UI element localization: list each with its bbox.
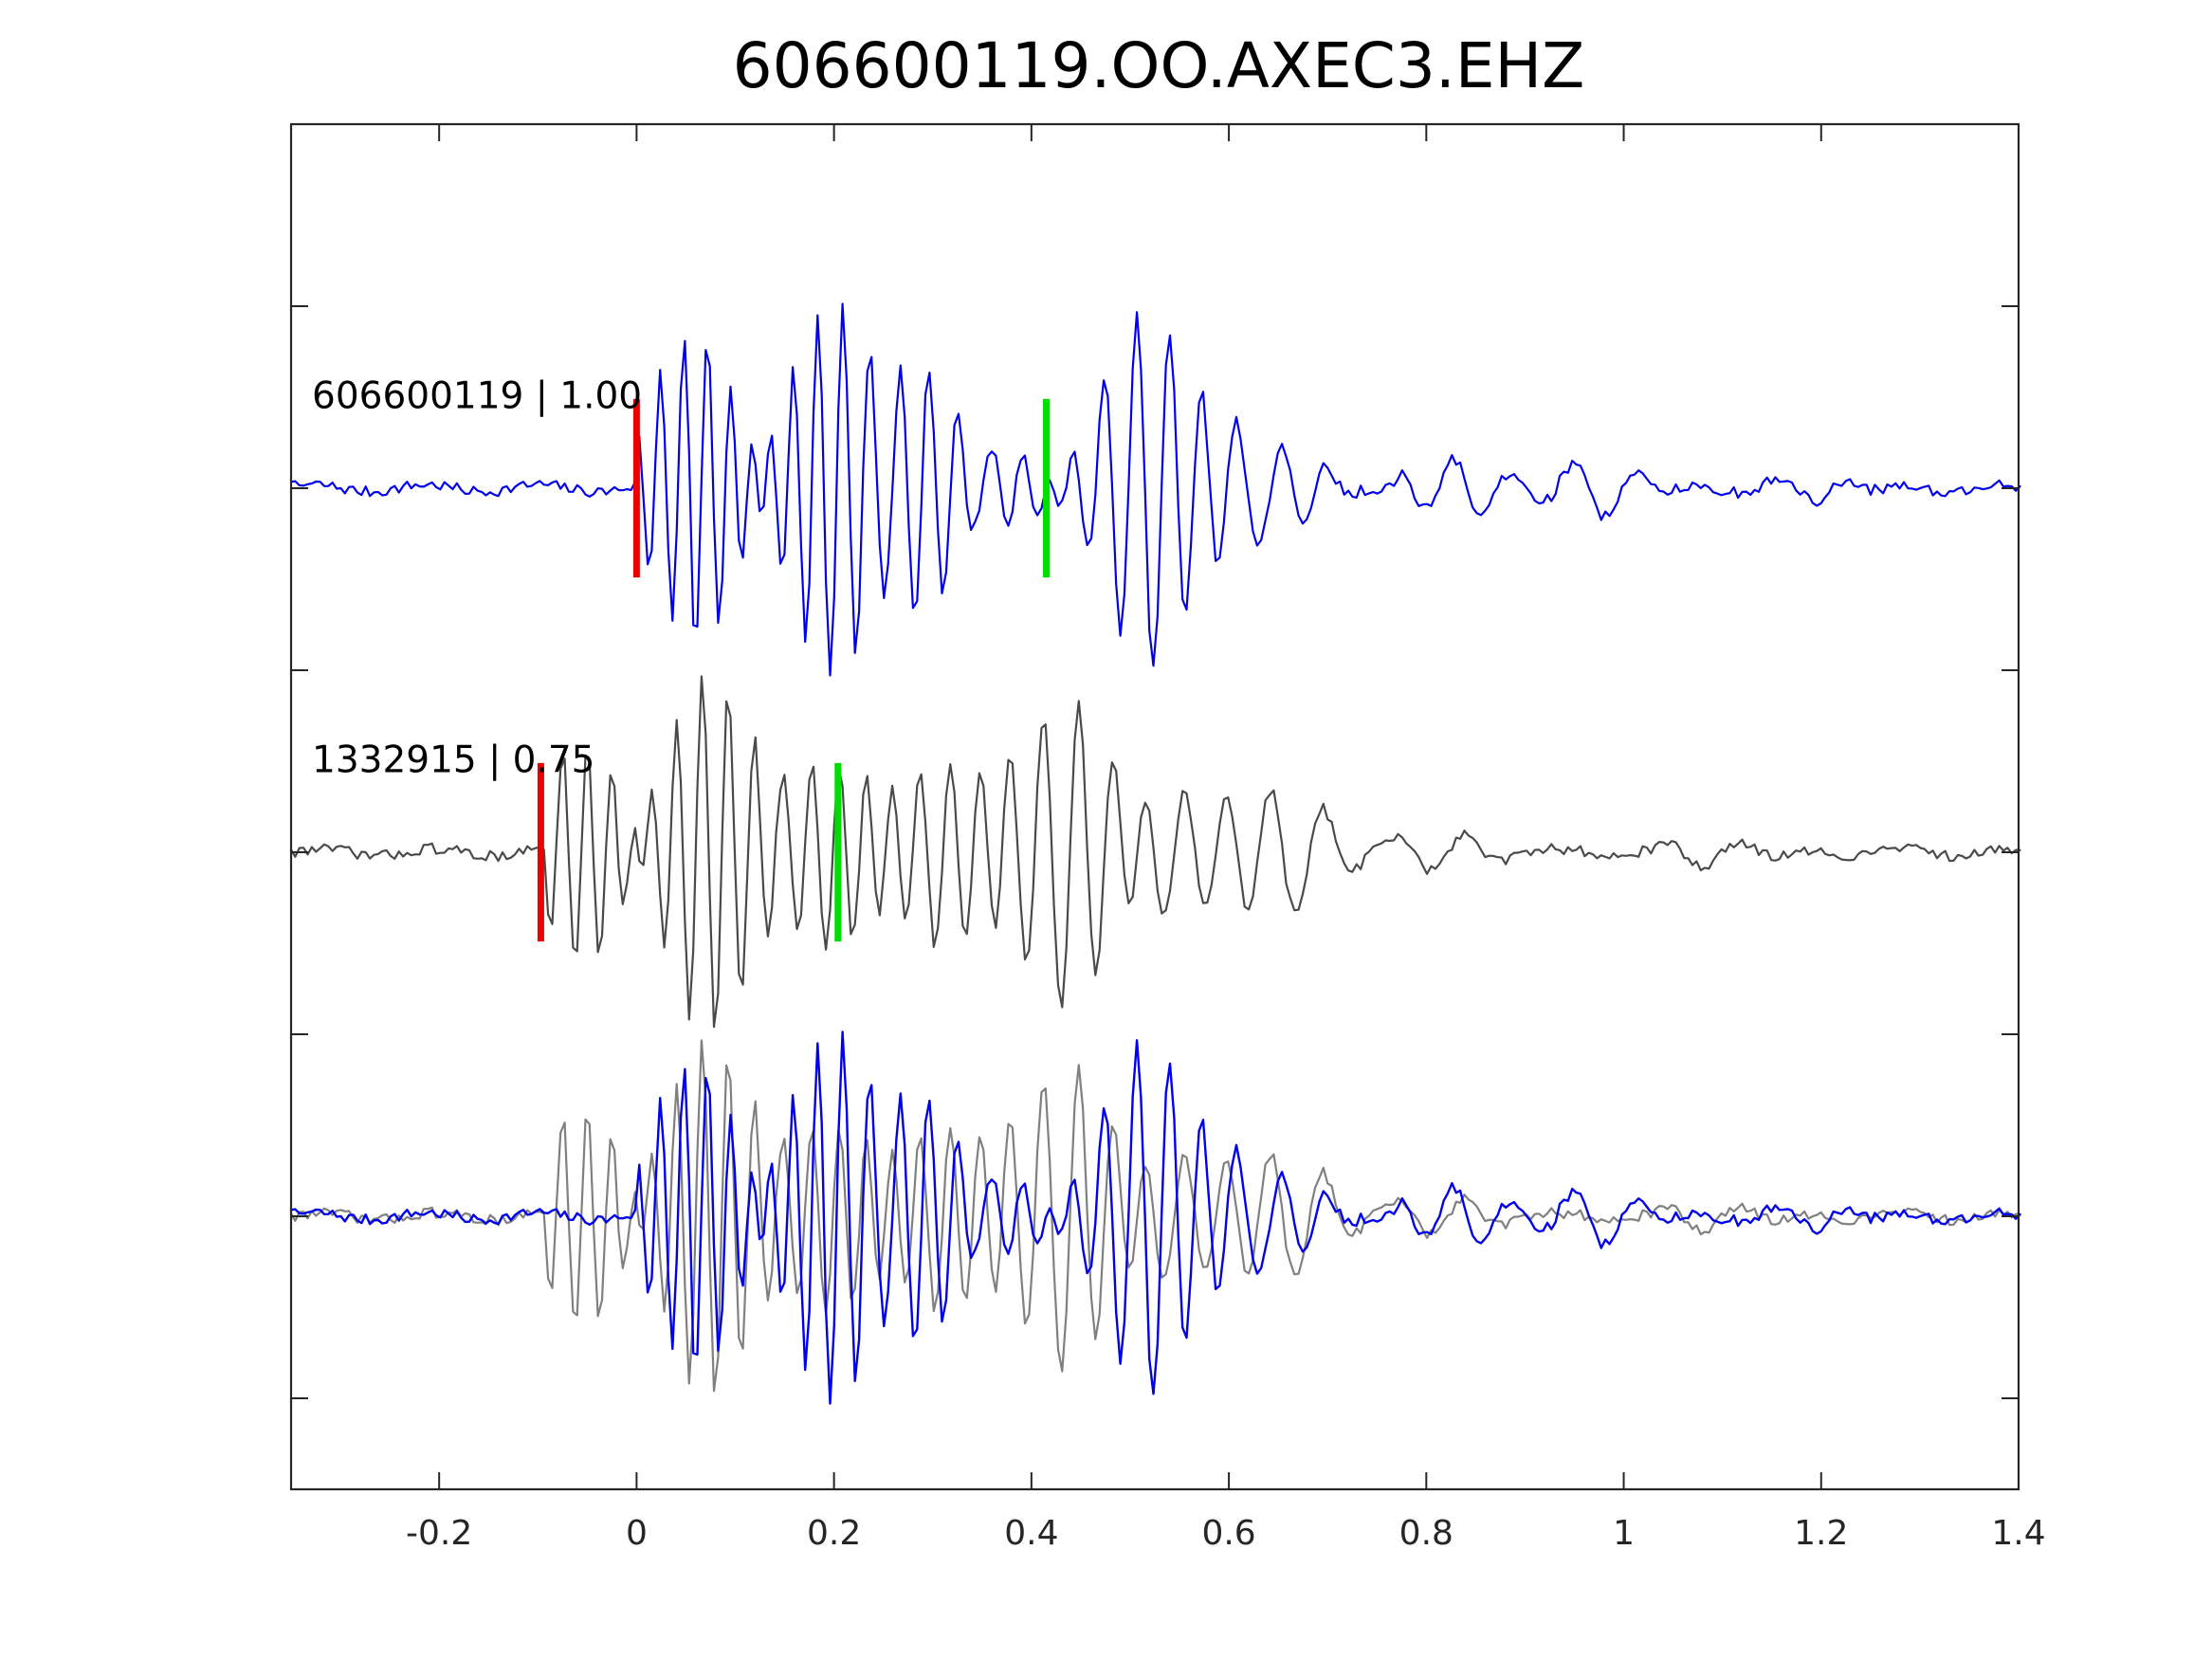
x-tick-label: -0.2	[406, 1514, 472, 1553]
x-axis-tick-labels: -0.2 0 0.2 0.4 0.6 0.8 1 1.2 1.4	[406, 1514, 2046, 1553]
x-tick-label: 0.2	[807, 1514, 861, 1553]
template-trace-label: 606600119 | 1.00	[312, 375, 642, 418]
x-tick-label: 1	[1613, 1514, 1635, 1553]
pick-markers-layer	[537, 398, 1050, 942]
x-tick-label: 0	[626, 1514, 648, 1553]
x-tick-label: 0.4	[1004, 1514, 1058, 1553]
axes-frame	[289, 122, 2020, 1491]
x-tick-label: 0.8	[1399, 1514, 1453, 1553]
overlay-template-waveform	[289, 1030, 2021, 1405]
template-waveform	[289, 302, 2021, 677]
y-axis-ticks	[291, 305, 2019, 1399]
x-axis-ticks	[438, 124, 2020, 1489]
chart-title: 606600119.OO.AXEC3.EHZ	[733, 29, 1585, 102]
detection-trace-label: 1332915 | 0.75	[312, 739, 594, 782]
x-tick-label: 0.6	[1201, 1514, 1255, 1553]
detection-waveform	[289, 675, 2021, 1029]
x-tick-label: 1.4	[1991, 1514, 2045, 1553]
trace-labels-layer: 606600119 | 1.00 1332915 | 0.75	[312, 375, 642, 782]
plot-area: 606600119 | 1.00 1332915 | 0.75	[289, 302, 2021, 1405]
traces-layer	[289, 302, 2021, 1405]
overlay-detection-waveform	[289, 1039, 2021, 1393]
x-tick-label: 1.2	[1794, 1514, 1848, 1553]
